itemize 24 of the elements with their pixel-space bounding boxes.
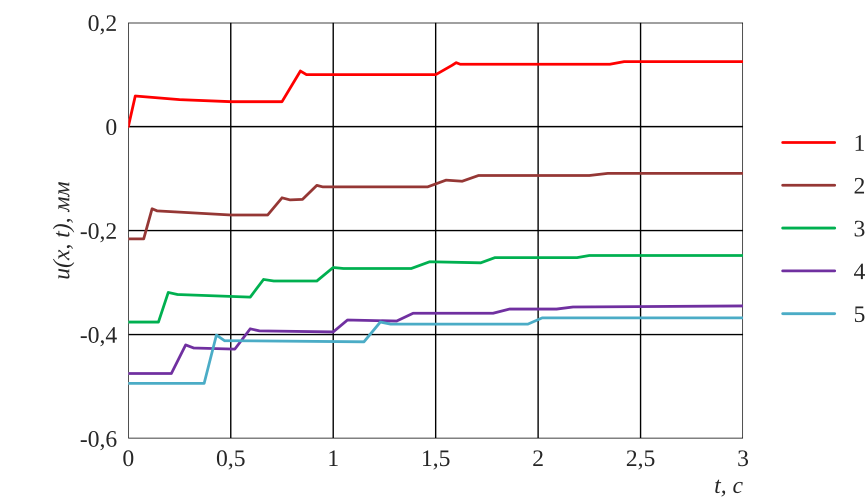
y-tick-label: 0 [106,119,116,136]
legend-label: 5 [854,306,864,322]
y-tick-label: -0,6 [80,430,116,450]
y-tick-label: -0,2 [80,223,116,242]
line-series [128,304,744,375]
y-tick-label: -0,4 [80,327,117,346]
legend-label: 3 [854,220,864,237]
x-tick-label: 2,5 [626,450,654,470]
legend-label: 1 [856,135,864,151]
x-tick-label: 1,5 [422,450,450,470]
line-series [128,60,744,128]
y-tick-label: 0,2 [88,15,116,34]
line-series [128,172,744,240]
x-tick-label: 1 [329,450,338,466]
x-axis-title: t, с [715,480,743,497]
line-series [128,316,744,385]
y-axis-title: u(x, t), мм [52,182,74,279]
legend-label: 4 [854,264,865,280]
x-tick-label: 0,5 [216,450,245,470]
x-tick-label: 0 [123,450,134,466]
x-tick-label: 3 [738,450,748,466]
legend-label: 2 [854,178,864,194]
line-series [128,254,744,324]
x-tick-label: 2 [533,450,543,466]
